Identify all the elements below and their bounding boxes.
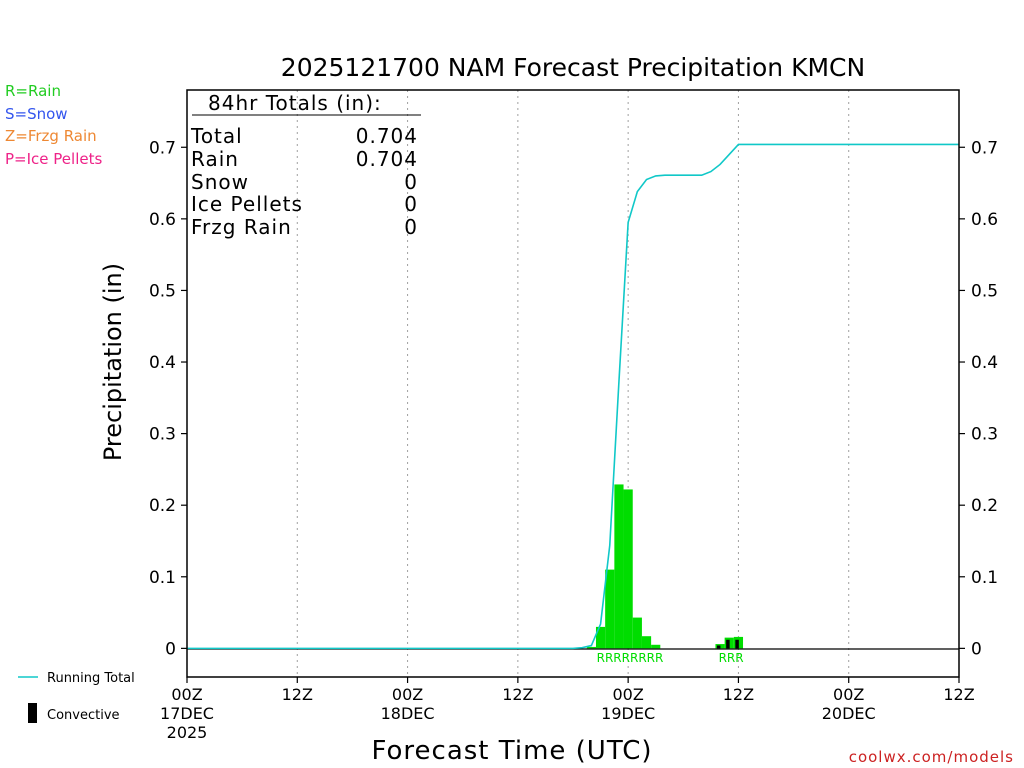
- convective-legend-label: Convective: [47, 708, 120, 723]
- totals-row-label: Total: [190, 124, 243, 148]
- totals-row-value: 0: [404, 170, 418, 194]
- y-tick-label: 0.4: [149, 353, 176, 373]
- legend-freezing-rain: Z=Frzg Rain: [5, 127, 97, 145]
- x-tick-label: 12Z: [943, 685, 974, 704]
- precip-bar: [595, 626, 606, 649]
- precip-bar: [651, 644, 661, 649]
- y-tick-label: 0.7: [149, 138, 176, 158]
- grid-lines: [296, 90, 850, 677]
- y-tick-label: 0.2: [149, 496, 176, 516]
- x-tick-year: 2025: [167, 723, 208, 742]
- precip-bars: [586, 484, 744, 649]
- legend-rain: R=Rain: [5, 82, 61, 100]
- totals-row-label: Snow: [191, 170, 249, 194]
- y-tick-label-right: 0.2: [971, 496, 998, 516]
- legend-ice-pellets: P=Ice Pellets: [5, 150, 102, 168]
- precip-bar: [632, 617, 642, 649]
- precip-bar: [614, 484, 624, 649]
- rain-marker: RRR: [719, 651, 744, 665]
- y-tick-label: 0.1: [149, 568, 176, 588]
- y-tick-label: 0.3: [149, 425, 176, 445]
- y-tick-label: 0: [165, 639, 176, 659]
- x-tick-date: 18DEC: [381, 704, 435, 723]
- x-tick-date: 19DEC: [601, 704, 655, 723]
- precip-bar: [586, 646, 596, 649]
- x-tick-label: 00Z: [171, 685, 202, 704]
- y-axis-label: Precipitation (in): [99, 263, 127, 461]
- running-total-line: [187, 143, 959, 650]
- y-tick-label-right: 0.6: [971, 210, 998, 230]
- y-tick-label-right: 0.3: [971, 425, 998, 445]
- y-tick-label-right: 0.1: [971, 568, 998, 588]
- totals-row-value: 0: [404, 192, 418, 216]
- y-tick-label: 0.6: [149, 210, 176, 230]
- type-legend: R=Rain S=Snow Z=Frzg Rain P=Ice Pellets: [5, 82, 102, 168]
- y-tick-label-right: 0: [971, 639, 982, 659]
- convective-bar: [735, 639, 739, 649]
- y-tick-label: 0.5: [149, 281, 176, 301]
- totals-box: 84hr Totals (in): Total 0.704 Rain 0.704…: [190, 91, 421, 239]
- site-credit: coolwx.com/models: [849, 748, 1014, 766]
- y-tick-label-right: 0.4: [971, 353, 998, 373]
- precip-bar: [605, 569, 615, 649]
- y-tick-label-right: 0.7: [971, 138, 998, 158]
- x-tick-label: 00Z: [612, 685, 643, 704]
- x-tick-date: 20DEC: [822, 704, 876, 723]
- totals-row-value: 0: [404, 215, 418, 239]
- precip-bar: [623, 489, 633, 649]
- y-axis-ticks: 0 00.1 0.10.2 0.20.3 0.30.4 0.40.5 0.50.6 0.60.…: [149, 138, 998, 659]
- totals-header: 84hr Totals (in):: [208, 91, 382, 115]
- x-tick-label: 00Z: [392, 685, 423, 704]
- x-tick-date: 17DEC: [160, 704, 214, 723]
- totals-row-value: 0.704: [356, 124, 418, 148]
- x-tick-label: 12Z: [282, 685, 313, 704]
- x-tick-label: 00Z: [833, 685, 864, 704]
- precip-bar: [641, 636, 652, 649]
- chart-title: 2025121700 NAM Forecast Precipitation KM…: [281, 53, 865, 82]
- totals-row-label: Ice Pellets: [191, 192, 303, 216]
- rain-markers: RRRRRRRR RRR: [597, 651, 744, 665]
- totals-row-value: 0.704: [356, 147, 418, 171]
- line-legend: Running Total Convective: [18, 671, 135, 723]
- totals-row-label: Frzg Rain: [191, 215, 292, 239]
- convective-bar: [716, 645, 721, 649]
- x-tick-label: 12Z: [502, 685, 533, 704]
- y-tick-label-right: 0.5: [971, 281, 998, 301]
- x-axis-label: Forecast Time (UTC): [371, 736, 652, 766]
- plot-frame: [186, 89, 960, 678]
- rain-marker: RRRRRRRR: [597, 651, 664, 665]
- totals-row-label: Rain: [191, 147, 239, 171]
- convective-bar: [726, 639, 730, 649]
- running-total-legend-label: Running Total: [47, 671, 135, 686]
- legend-snow: S=Snow: [5, 105, 68, 123]
- convective-swatch: [28, 703, 37, 723]
- x-tick-label: 12Z: [723, 685, 754, 704]
